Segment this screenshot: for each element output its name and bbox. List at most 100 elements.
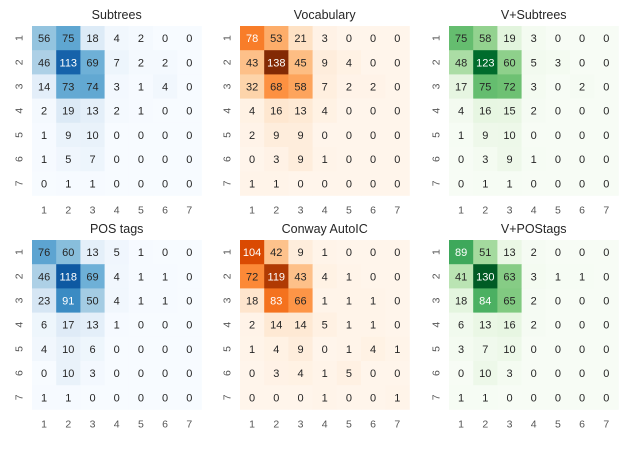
heatmap-cell <box>56 240 81 265</box>
heatmap-cell <box>545 26 571 51</box>
heatmap-cell <box>153 336 178 362</box>
cell-value-label: 18 <box>86 33 98 45</box>
x-tick-label: 7 <box>603 418 609 430</box>
cell-value-label: 1 <box>41 392 47 404</box>
cell-value-label: 10 <box>503 344 515 356</box>
cell-value-label: 4 <box>273 344 279 356</box>
y-tick-label: 1 <box>431 249 443 255</box>
heatmap-cell <box>264 312 289 338</box>
cell-value-label: 10 <box>86 130 98 142</box>
heatmap-cell <box>594 122 619 148</box>
heatmap-cell <box>594 361 619 386</box>
cell-value-label: 0 <box>138 392 144 404</box>
heatmap-cell <box>570 171 595 196</box>
cell-value-label: 3 <box>322 33 328 45</box>
heatmap-cell <box>473 288 498 313</box>
cell-value-label: 2 <box>249 130 255 142</box>
heatmap-cell <box>312 312 338 338</box>
cell-value-label: 58 <box>479 33 491 45</box>
cell-value-label: 0 <box>603 106 609 118</box>
heatmap-cell <box>56 74 81 99</box>
cell-value-label: 0 <box>370 271 376 283</box>
cell-value-label: 1 <box>370 320 376 332</box>
heatmap-cell <box>473 74 498 99</box>
cell-value-label: 0 <box>531 392 537 404</box>
heatmap-cell <box>570 26 595 51</box>
cell-value-label: 0 <box>603 368 609 380</box>
heatmap-cell <box>128 385 154 410</box>
cell-value-label: 0 <box>555 178 561 190</box>
cell-value-label: 41 <box>455 271 467 283</box>
cell-value-label: 1 <box>138 271 144 283</box>
cell-value-label: 0 <box>186 154 192 166</box>
cell-value-label: 75 <box>62 33 74 45</box>
cell-value-label: 0 <box>162 392 168 404</box>
heatmap-cell <box>153 50 178 75</box>
cell-value-label: 1 <box>162 296 168 308</box>
heatmap-cell <box>32 122 57 148</box>
heatmap-cell <box>449 50 474 75</box>
cell-value-label: 0 <box>603 320 609 332</box>
heatmap-cell <box>240 240 265 265</box>
heatmap-cell <box>361 385 386 410</box>
heatmap-cell <box>385 26 410 51</box>
y-tick-label: 3 <box>222 297 234 303</box>
heatmap-cell <box>497 147 522 172</box>
cell-value-label: 0 <box>394 82 400 94</box>
y-tick-label: 2 <box>222 273 234 279</box>
heatmap-cell <box>361 26 386 51</box>
x-tick-label: 3 <box>507 418 513 430</box>
cell-value-label: 0 <box>186 82 192 94</box>
heatmap-cell <box>312 74 338 99</box>
heatmap-cell <box>497 240 522 265</box>
heatmap-cell <box>497 361 522 386</box>
heatmap-cell <box>570 74 595 99</box>
heatmap-cell <box>56 26 81 51</box>
cell-value-label: 0 <box>297 178 303 190</box>
heatmap-cell <box>128 288 154 313</box>
heatmap-cell <box>361 336 386 362</box>
heatmap-cell <box>288 288 313 313</box>
cell-value-label: 3 <box>555 57 561 69</box>
heatmap-cell <box>385 50 410 75</box>
cell-value-label: 0 <box>186 57 192 69</box>
heatmap-cell <box>545 336 571 362</box>
heatmap-cell <box>449 385 474 410</box>
heatmap-cell <box>497 288 522 313</box>
x-tick-label: 6 <box>370 418 376 430</box>
x-tick-label: 3 <box>90 204 96 216</box>
heatmap-cell <box>545 385 571 410</box>
heatmap-cell <box>570 147 595 172</box>
cell-value-label: 46 <box>38 57 50 69</box>
y-tick-label: 5 <box>222 346 234 352</box>
y-tick-label: 7 <box>14 180 26 186</box>
heatmap-cell <box>264 336 289 362</box>
heatmap-cell <box>177 264 202 289</box>
y-tick-label: 4 <box>431 108 443 114</box>
cell-value-label: 0 <box>555 247 561 259</box>
heatmap-cell <box>312 288 338 313</box>
cell-value-label: 0 <box>186 344 192 356</box>
x-tick-label: 5 <box>138 204 144 216</box>
cell-value-label: 69 <box>86 271 98 283</box>
cell-value-label: 3 <box>114 82 120 94</box>
cell-value-label: 118 <box>60 271 78 283</box>
cell-value-label: 2 <box>531 247 537 259</box>
cell-value-label: 6 <box>458 320 464 332</box>
heatmap-cell <box>594 240 619 265</box>
cell-value-label: 0 <box>394 178 400 190</box>
cell-value-label: 0 <box>114 154 120 166</box>
heatmap-cell <box>594 385 619 410</box>
cell-value-label: 60 <box>503 57 515 69</box>
heatmap-cell <box>128 74 154 99</box>
heatmap-cell <box>177 336 202 362</box>
cell-value-label: 0 <box>603 154 609 166</box>
heatmap-cell <box>449 122 474 148</box>
heatmap-cell <box>312 50 338 75</box>
cell-value-label: 0 <box>138 154 144 166</box>
heatmap-cell <box>32 385 57 410</box>
heatmap-cell <box>56 264 81 289</box>
cell-value-label: 9 <box>322 57 328 69</box>
cell-value-label: 6 <box>41 320 47 332</box>
